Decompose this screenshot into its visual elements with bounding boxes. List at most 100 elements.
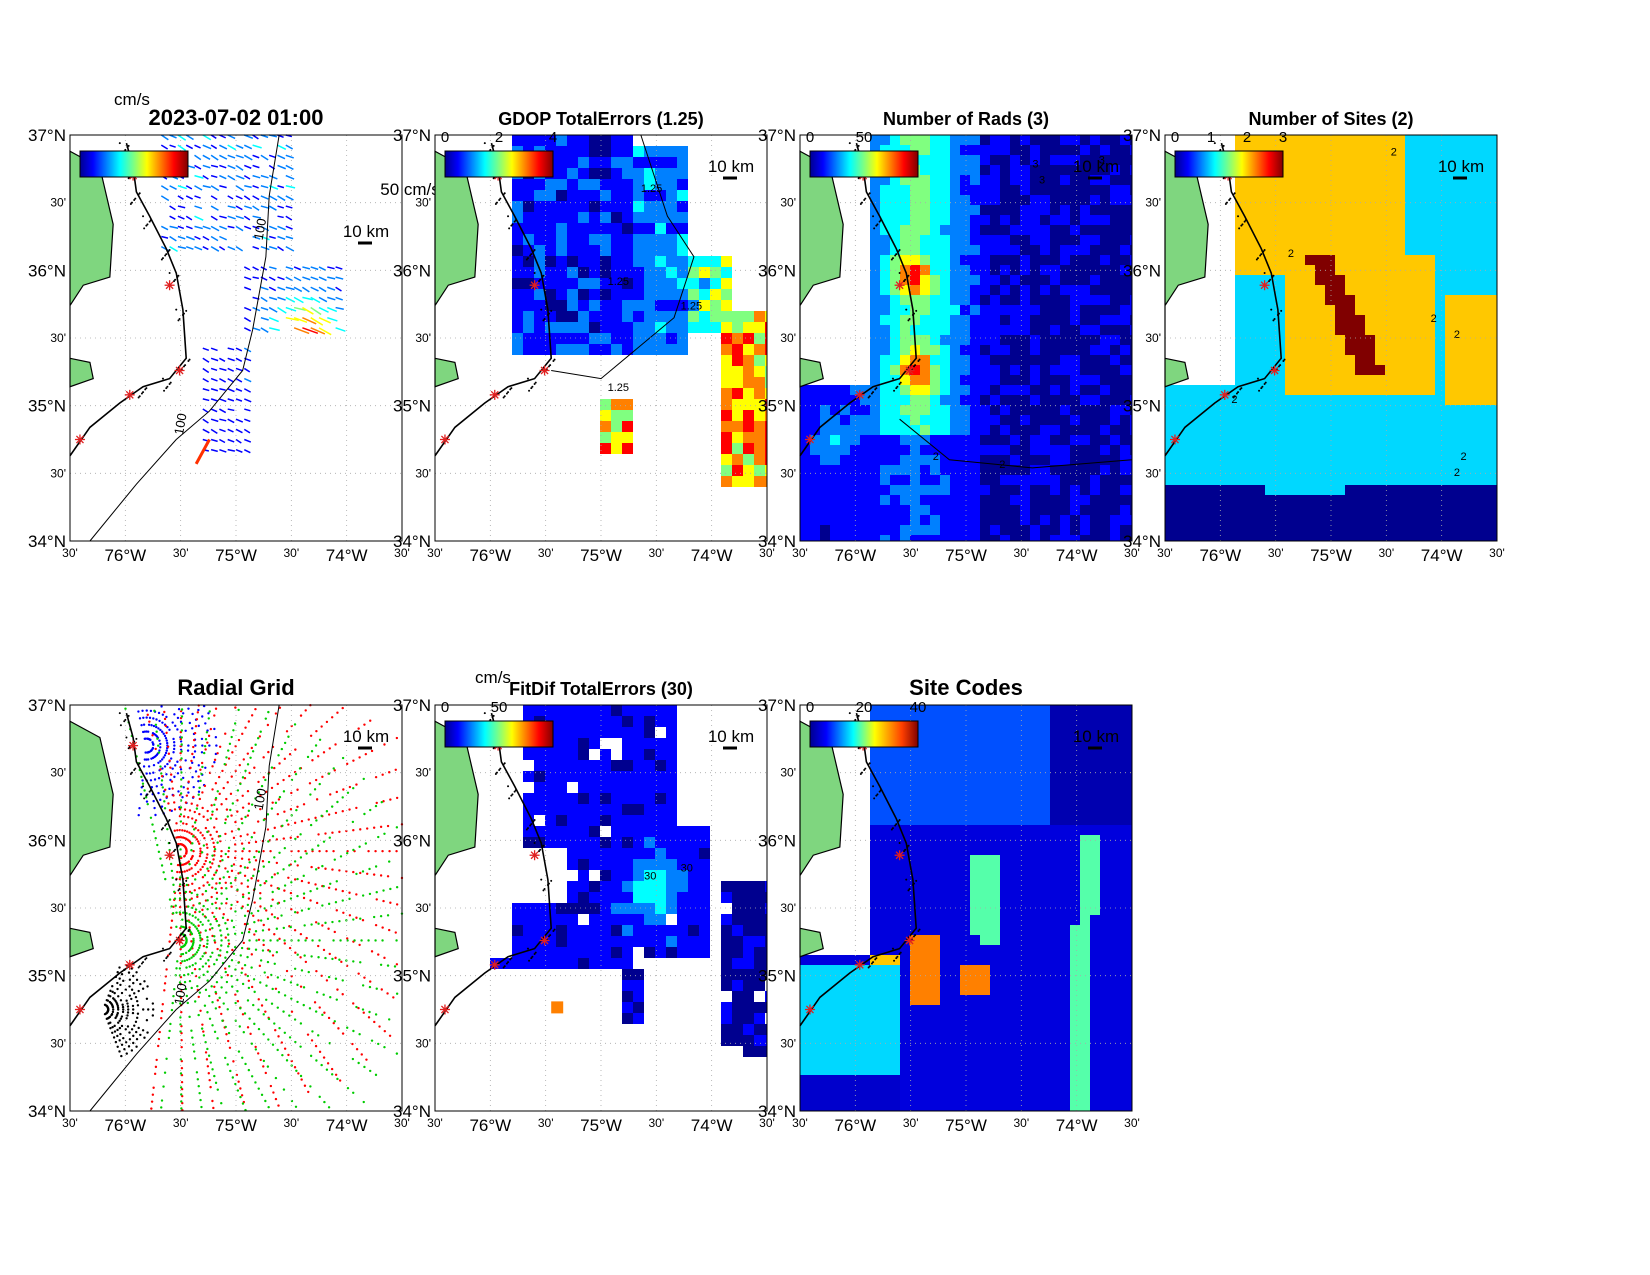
data-cell — [950, 225, 960, 235]
data-cell — [1185, 525, 1195, 535]
data-cell — [1130, 335, 1132, 345]
data-cell — [1130, 355, 1132, 365]
radial-grid-point — [288, 753, 292, 756]
current-vector — [235, 205, 243, 211]
data-cell — [1325, 465, 1335, 475]
data-cell — [1425, 365, 1435, 375]
data-cell — [960, 305, 970, 315]
data-cell — [1335, 485, 1345, 495]
data-cell — [1120, 365, 1130, 375]
radial-grid-point — [207, 1054, 211, 1057]
contour-line — [551, 134, 695, 380]
data-cell — [633, 201, 644, 212]
data-cell — [644, 256, 655, 267]
current-vector — [227, 164, 236, 170]
data-cell — [754, 410, 765, 421]
lon-tick-label: 30' — [427, 546, 443, 560]
data-cell — [940, 235, 950, 245]
radial-grid-point — [216, 999, 219, 1002]
data-cell — [1080, 425, 1090, 435]
data-cell — [1255, 425, 1265, 435]
data-cell — [1455, 485, 1465, 495]
coast-dot — [1232, 193, 1235, 196]
data-cell — [980, 495, 990, 505]
radial-grid-point — [146, 730, 150, 733]
radial-grid-point — [198, 976, 201, 979]
colorbar-gradient — [809, 150, 919, 178]
radial-grid-point — [172, 737, 175, 741]
data-cell — [567, 267, 578, 278]
data-cell — [1195, 525, 1205, 535]
radial-grid-point — [191, 882, 194, 885]
data-cell — [710, 278, 721, 289]
data-cell — [990, 375, 1000, 385]
data-cell — [1325, 435, 1335, 445]
data-cell — [1100, 245, 1110, 255]
data-cell — [1455, 255, 1465, 265]
data-cell — [1070, 205, 1080, 215]
lon-tick-label: 74°W — [326, 546, 368, 565]
radial-grid-point — [172, 994, 175, 998]
current-vector — [235, 377, 243, 383]
data-cell — [800, 455, 810, 465]
data-cell — [1130, 245, 1132, 255]
data-cell — [732, 366, 743, 377]
radial-grid-point — [204, 722, 207, 725]
data-cell — [655, 245, 666, 256]
current-vector — [310, 276, 319, 281]
radial-grid-point — [137, 813, 140, 817]
data-cell — [900, 305, 910, 315]
data-cell — [1425, 425, 1435, 435]
data-cell — [980, 405, 990, 415]
data-cell — [1000, 235, 1010, 245]
current-vector — [318, 266, 327, 272]
radial-grid-point — [275, 951, 279, 954]
data-cell — [950, 385, 960, 395]
radial-grid-point — [241, 1013, 245, 1016]
data-cell — [1485, 345, 1495, 355]
data-cell — [622, 179, 633, 190]
data-cell — [820, 445, 830, 455]
data-cell — [1100, 345, 1110, 355]
data-cell — [1375, 175, 1385, 185]
radial-grid-point — [386, 875, 390, 878]
data-cell — [1435, 445, 1445, 455]
radial-grid-point — [352, 1002, 355, 1005]
data-cell — [721, 454, 732, 465]
coast-dot — [1243, 220, 1246, 223]
radial-grid-point — [248, 939, 251, 942]
colorbar-tick-label: 2 — [495, 129, 503, 146]
radial-grid-point — [239, 834, 242, 838]
current-vector — [327, 316, 338, 322]
coast-dot — [546, 313, 549, 316]
data-cell — [970, 145, 980, 155]
data-cell — [1355, 395, 1365, 405]
data-cell — [1455, 205, 1465, 215]
data-cell — [1355, 365, 1365, 375]
radial-grid-point — [154, 747, 157, 751]
data-cell — [1090, 175, 1100, 185]
current-vector — [177, 195, 184, 200]
current-vector — [185, 185, 193, 190]
data-cell — [1295, 175, 1305, 185]
data-cell — [890, 485, 900, 495]
data-cell — [1345, 515, 1355, 525]
data-cell — [1120, 145, 1130, 155]
data-cell — [611, 223, 622, 234]
data-cell — [1275, 145, 1285, 155]
radial-grid-point — [296, 835, 299, 839]
radial-grid-point — [162, 732, 165, 735]
radial-grid-point — [247, 720, 251, 723]
radial-grid-point — [246, 1026, 250, 1029]
coast-dot — [492, 177, 495, 180]
radial-grid-point — [230, 885, 233, 888]
data-cell — [1120, 235, 1130, 245]
data-cell — [1010, 315, 1020, 325]
current-vector — [210, 164, 219, 168]
data-cell — [930, 135, 940, 145]
data-cell — [1385, 285, 1395, 295]
current-vector — [177, 134, 187, 141]
data-cell — [1020, 525, 1030, 535]
data-cell — [1445, 165, 1455, 175]
current-vector — [227, 448, 236, 452]
